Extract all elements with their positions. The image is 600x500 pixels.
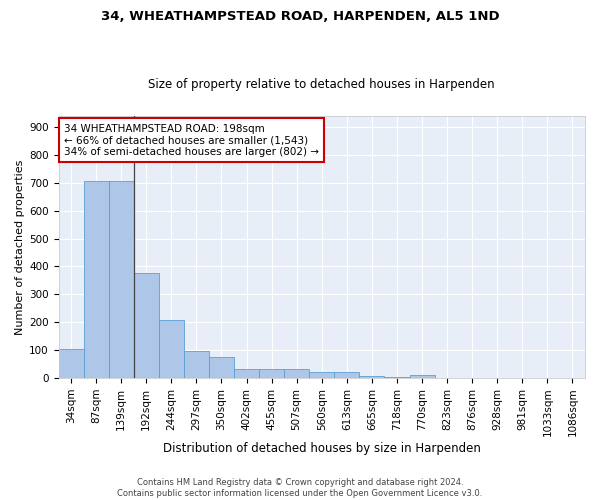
Bar (59, 350, 83, 378)
Bar (234, 369, 259, 378)
Bar (334, 372, 359, 378)
Bar (184, 352, 209, 378)
X-axis label: Distribution of detached houses by size in Harpenden: Distribution of detached houses by size … (163, 442, 481, 455)
Text: 34 WHEATHAMPSTEAD ROAD: 198sqm
← 66% of detached houses are smaller (1,543)
34% : 34 WHEATHAMPSTEAD ROAD: 198sqm ← 66% of … (64, 124, 319, 157)
Bar (134, 274, 159, 378)
Bar (209, 357, 234, 378)
Bar (109, 181, 134, 378)
Bar (284, 368, 309, 378)
Text: 34, WHEATHAMPSTEAD ROAD, HARPENDEN, AL5 1ND: 34, WHEATHAMPSTEAD ROAD, HARPENDEN, AL5 … (101, 10, 499, 23)
Bar (309, 372, 334, 378)
Bar (83, 181, 109, 378)
Y-axis label: Number of detached properties: Number of detached properties (15, 159, 25, 334)
Text: Contains HM Land Registry data © Crown copyright and database right 2024.
Contai: Contains HM Land Registry data © Crown c… (118, 478, 482, 498)
Bar (410, 376, 434, 378)
Bar (159, 320, 184, 378)
Bar (385, 376, 410, 378)
Title: Size of property relative to detached houses in Harpenden: Size of property relative to detached ho… (148, 78, 495, 91)
Bar (359, 376, 385, 378)
Bar (259, 369, 284, 378)
